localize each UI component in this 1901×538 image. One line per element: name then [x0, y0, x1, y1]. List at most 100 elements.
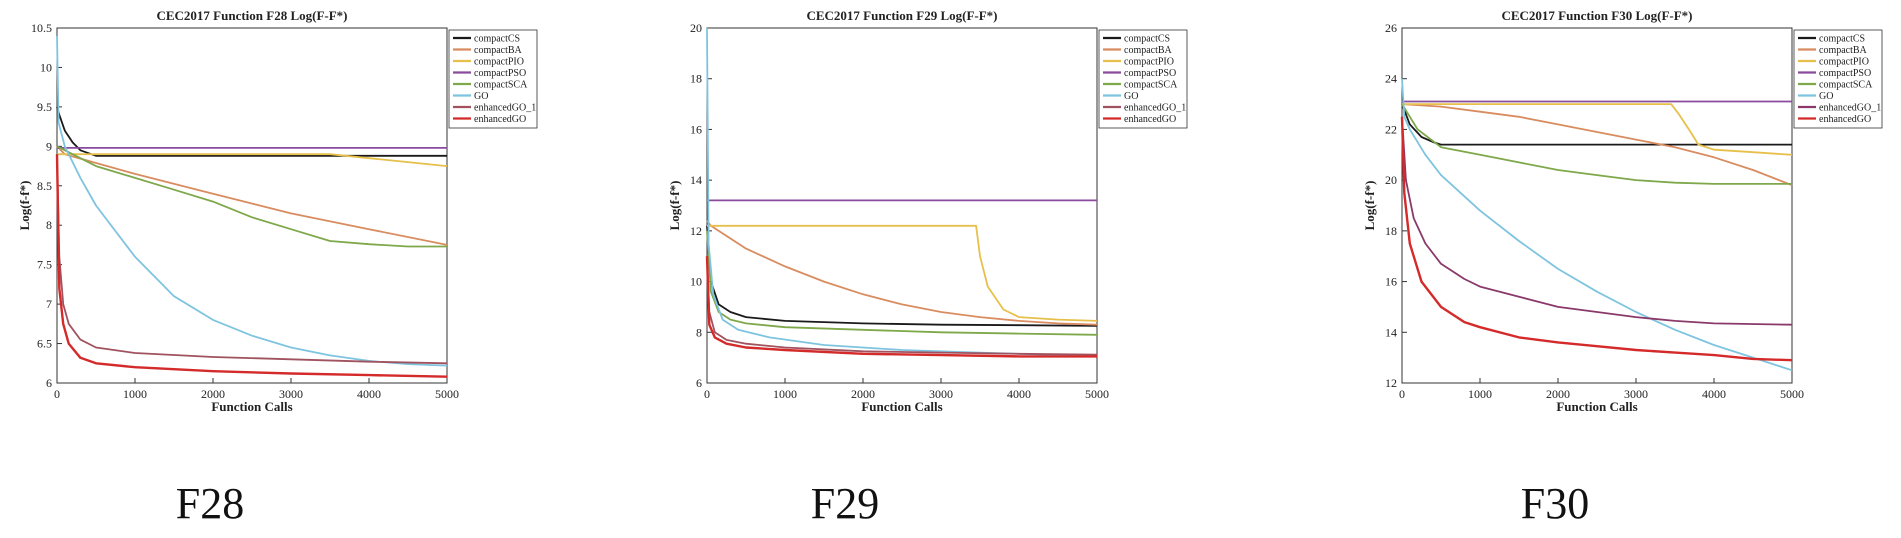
legend-label: compactCS: [474, 34, 520, 45]
series-line-go: [1401, 78, 1793, 372]
legend-label: enhancedGO: [474, 114, 526, 125]
plot-area: [56, 27, 448, 384]
x-axis-label: Function Calls: [211, 399, 292, 414]
x-tick-label: 0: [1399, 387, 1405, 401]
y-tick-label: 7: [46, 297, 52, 311]
series-line-compactba: [706, 220, 1098, 326]
y-tick-label: 8.5: [37, 179, 52, 193]
series-line-compactsca: [56, 145, 447, 248]
x-axis-label: Function Calls: [861, 399, 942, 414]
legend-label: compactPIO: [1124, 57, 1174, 68]
y-tick-label: 8: [46, 218, 52, 232]
y-tick-label: 26: [1385, 21, 1397, 35]
y-tick-label: 6: [696, 376, 702, 390]
plot-area: [706, 27, 1098, 384]
x-tick-label: 5000: [435, 387, 459, 401]
legend-label: enhancedGO_1: [1819, 103, 1881, 114]
y-tick-label: 8: [696, 325, 702, 339]
legend-label: compactCS: [1124, 34, 1170, 45]
y-tick-label: 6.5: [37, 337, 52, 351]
legend-label: enhancedGO: [1819, 114, 1871, 125]
line-chart-f29: CEC2017 Function F29 Log(F-F*) 0 1000 2000 3…: [667, 8, 1188, 414]
x-tick-label: 1000: [1468, 387, 1492, 401]
y-tick-label: 12: [690, 224, 702, 238]
y-tick-label: 16: [1385, 275, 1397, 289]
series-line-compactcs: [56, 106, 447, 157]
y-tick-label: 10: [690, 275, 702, 289]
y-tick-label: 22: [1385, 122, 1397, 136]
x-tick-label: 3000: [929, 387, 953, 401]
x-tick-label: 1000: [773, 387, 797, 401]
y-tick-label: 14: [690, 173, 702, 187]
series-line-enhancedgo: [705, 256, 1097, 358]
y-tick-label: 7.5: [37, 258, 52, 272]
series-line-enhancedgo: [55, 154, 448, 378]
legend-label: compactBA: [474, 45, 523, 56]
x-tick-label: 4000: [1702, 387, 1726, 401]
x-axis-label: Function Calls: [1556, 399, 1637, 414]
series-line-enhancedgo-1: [56, 154, 448, 365]
plot-area: [1401, 27, 1793, 384]
x-tick-label: 3000: [1624, 387, 1648, 401]
x-tick-label: 2000: [1546, 387, 1570, 401]
y-tick-label: 20: [690, 21, 702, 35]
y-axis-label: Log(f-f*): [17, 181, 32, 231]
legend-label: GO: [1124, 91, 1138, 102]
chart-title: CEC2017 Function F28 Log(F-F*): [156, 8, 347, 23]
legend-label: GO: [1819, 91, 1833, 102]
series-line-compactba: [1401, 103, 1793, 187]
legend-label: compactBA: [1819, 45, 1868, 56]
series-line-compactpio: [707, 224, 1098, 322]
y-tick-label: 16: [690, 122, 702, 136]
series-line-compactpio: [1402, 103, 1793, 156]
legend-label: compactSCA: [1819, 80, 1873, 91]
legend-label: compactBA: [1124, 45, 1173, 56]
chart-panel-f28: CEC2017 Function F28 Log(F-F*) 0 1000 2000 3…: [15, 0, 538, 538]
x-tick-label: 4000: [357, 387, 381, 401]
x-tick-label: 0: [54, 387, 60, 401]
series-line-enhancedgo-1: [1401, 116, 1793, 326]
series-line-compactcs: [1401, 103, 1792, 146]
y-tick-label: 9: [46, 139, 52, 153]
legend-label: compactSCA: [1124, 80, 1178, 91]
chart-panel-f30: CEC2017 Function F30 Log(F-F*) 0 1000 2000 3…: [1360, 0, 1883, 538]
y-tick-label: 14: [1385, 325, 1397, 339]
series-line-enhancedgo: [1400, 116, 1793, 362]
x-tick-label: 0: [704, 387, 710, 401]
y-tick-label: 20: [1385, 173, 1397, 187]
legend-label: compactPIO: [1819, 57, 1869, 68]
y-tick-label: 24: [1385, 72, 1397, 86]
chart-title: CEC2017 Function F30 Log(F-F*): [1501, 8, 1692, 23]
series-line-enhancedgo-1: [706, 256, 1098, 356]
chart-panel-f29: CEC2017 Function F29 Log(F-F*) 0 1000 2000 3…: [655, 0, 1188, 538]
legend-label: GO: [474, 91, 488, 102]
y-axis-label: Log(f-f*): [667, 181, 682, 231]
chart-caption-f29: F29: [810, 479, 880, 528]
x-tick-label: 5000: [1780, 387, 1804, 401]
legend-label: compactPSO: [1124, 68, 1176, 79]
legend-label: compactPIO: [474, 57, 524, 68]
chart-caption-f28: F28: [175, 479, 245, 528]
y-tick-label: 12: [1385, 376, 1397, 390]
legend-label: enhancedGO_1: [474, 103, 536, 114]
line-chart-f30: CEC2017 Function F30 Log(F-F*) 0 1000 2000 3…: [1362, 8, 1883, 414]
series-line-compactsca: [1401, 103, 1792, 185]
y-tick-label: 6: [46, 376, 52, 390]
x-tick-label: 4000: [1007, 387, 1031, 401]
series-line-go: [56, 35, 448, 367]
legend-label: compactSCA: [474, 80, 528, 91]
x-tick-label: 2000: [201, 387, 225, 401]
x-tick-label: 1000: [123, 387, 147, 401]
line-chart-f28: CEC2017 Function F28 Log(F-F*) 0 1000 2000 3…: [17, 8, 538, 414]
x-tick-label: 5000: [1085, 387, 1109, 401]
series-line-compactpio: [57, 153, 448, 167]
legend-label: enhancedGO_1: [1124, 103, 1186, 114]
legend-box: [1793, 29, 1883, 129]
legend-label: compactPSO: [1819, 68, 1871, 79]
legend-box: [1098, 29, 1188, 129]
y-tick-label: 9.5: [37, 100, 52, 114]
series-line-compactcs: [706, 225, 1098, 327]
legend-label: compactPSO: [474, 68, 526, 79]
legend-box: [448, 29, 538, 129]
y-tick-label: 10.5: [31, 21, 52, 35]
